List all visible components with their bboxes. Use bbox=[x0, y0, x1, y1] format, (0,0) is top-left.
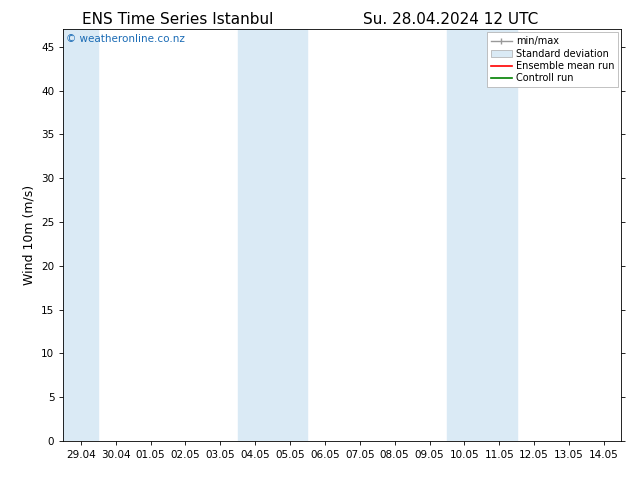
Bar bbox=[447, 29, 517, 441]
Bar bbox=[238, 29, 307, 441]
Bar bbox=[63, 29, 98, 441]
Text: ENS Time Series Istanbul: ENS Time Series Istanbul bbox=[82, 12, 273, 27]
Text: © weatheronline.co.nz: © weatheronline.co.nz bbox=[66, 33, 185, 44]
Legend: min/max, Standard deviation, Ensemble mean run, Controll run: min/max, Standard deviation, Ensemble me… bbox=[487, 32, 618, 87]
Y-axis label: Wind 10m (m/s): Wind 10m (m/s) bbox=[23, 185, 36, 285]
Text: Su. 28.04.2024 12 UTC: Su. 28.04.2024 12 UTC bbox=[363, 12, 538, 27]
